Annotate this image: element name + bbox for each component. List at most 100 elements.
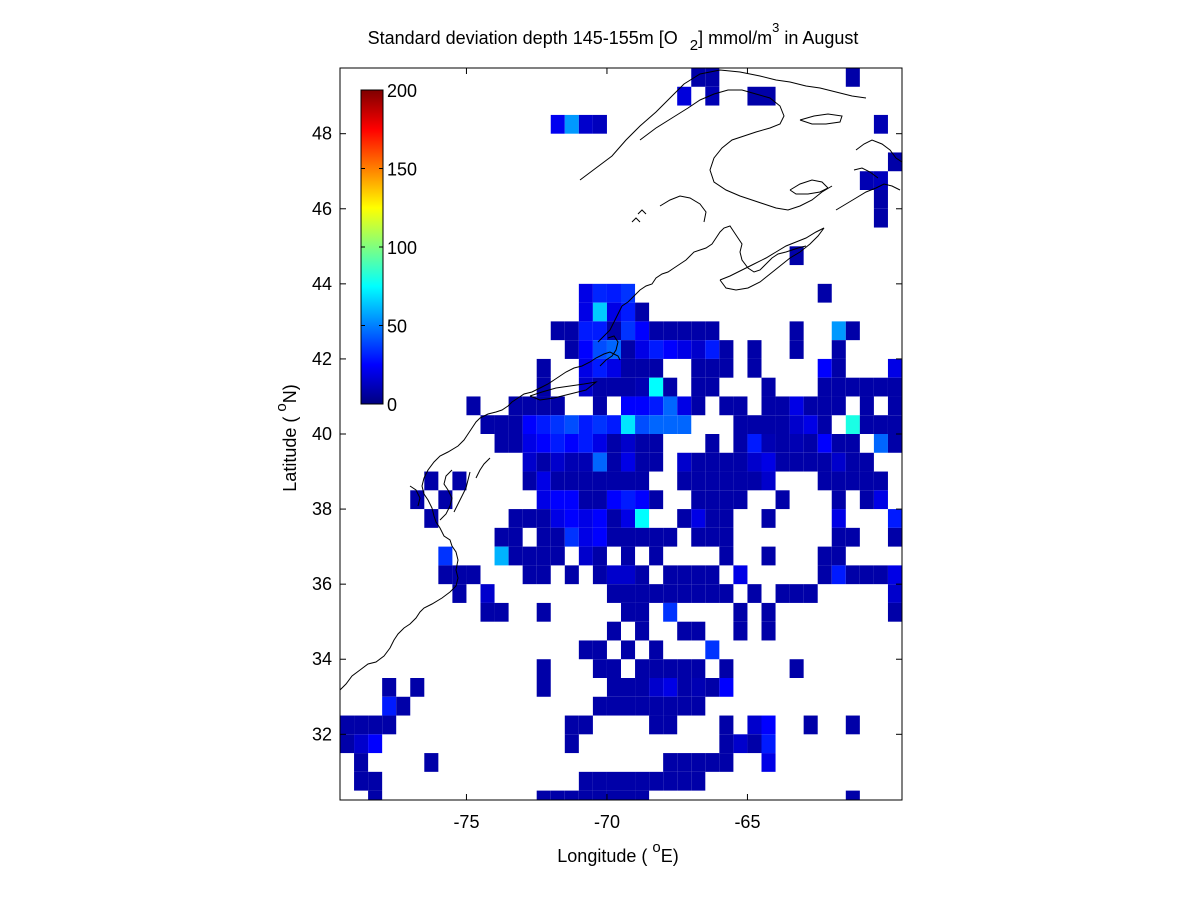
heatmap-cell <box>550 321 565 341</box>
heatmap-cell <box>845 321 860 341</box>
heatmap-cell <box>564 715 579 735</box>
heatmap-cell <box>691 527 706 547</box>
heatmap-cell <box>845 527 860 547</box>
coastline <box>339 69 903 691</box>
heatmap-cell <box>775 490 790 510</box>
heatmap-cell <box>635 415 650 434</box>
heatmap-cell <box>564 790 579 800</box>
heatmap-cell <box>578 771 593 791</box>
heatmap-cell <box>719 584 734 603</box>
heatmap-cell <box>845 434 860 453</box>
heatmap-cell <box>803 396 818 416</box>
heatmap-cell <box>508 434 523 453</box>
heatmap-cell <box>550 546 565 566</box>
heatmap-cell <box>466 396 481 416</box>
heatmap-cell <box>621 302 636 322</box>
heatmap-cell <box>845 790 860 800</box>
heatmap-cell <box>354 771 369 791</box>
heatmap-cell <box>564 415 579 434</box>
heatmap-cell <box>887 527 902 547</box>
heatmap-cell <box>635 771 650 791</box>
heatmap-cell <box>761 602 776 622</box>
heatmap-cell <box>635 659 650 678</box>
heatmap-cell <box>845 471 860 491</box>
heatmap-cell <box>887 396 902 416</box>
x-tick-label: -65 <box>734 812 760 832</box>
heatmap-cell <box>564 734 579 754</box>
x-axis-label: Longitude ( oE) <box>557 839 678 866</box>
heatmap-cell <box>803 452 818 472</box>
heatmap-cell <box>747 340 762 359</box>
heatmap-cell <box>705 678 720 697</box>
heatmap-cell <box>606 659 621 678</box>
heatmap-cell <box>536 602 551 622</box>
heatmap-cell <box>817 283 832 303</box>
heatmap-cell <box>606 452 621 472</box>
heatmap-cell <box>789 452 804 472</box>
ylabel-superscript: o <box>273 403 290 411</box>
heatmap-cell <box>606 434 621 453</box>
heatmap-cell <box>789 321 804 341</box>
heatmap-cell <box>606 358 621 378</box>
heatmap-cell <box>831 377 846 397</box>
heatmap-cell <box>677 340 692 359</box>
heatmap-cell <box>705 452 720 472</box>
heatmap-cell <box>817 358 832 378</box>
heatmap-cell <box>368 790 383 800</box>
heatmap-cell <box>873 490 888 510</box>
heatmap-cell <box>564 565 579 585</box>
heatmap-cell <box>761 546 776 566</box>
heatmap-cell <box>578 471 593 491</box>
heatmap-cell <box>677 396 692 416</box>
heatmap-cell <box>705 377 720 397</box>
heatmap-cell <box>733 471 748 491</box>
heatmap-cell <box>761 396 776 416</box>
heatmap-cell <box>691 753 706 772</box>
heatmap-cell <box>803 434 818 453</box>
heatmap-cell <box>747 471 762 491</box>
heatmap-cell <box>621 546 636 566</box>
heatmap-cell <box>606 490 621 510</box>
heatmap-cell <box>761 415 776 434</box>
heatmap-cell <box>522 452 537 472</box>
heatmap-cell <box>592 546 607 566</box>
heatmap-cell <box>564 527 579 547</box>
heatmap-cell <box>845 452 860 472</box>
heatmap-cell <box>635 434 650 453</box>
heatmap-cell <box>621 283 636 303</box>
heatmap-cell <box>873 190 888 209</box>
heatmap-cell <box>368 771 383 791</box>
heatmap-cell <box>677 696 692 716</box>
heatmap-cell <box>635 790 650 800</box>
xlabel-superscript: o <box>652 839 660 856</box>
heatmap-cell <box>663 715 678 735</box>
heatmap-cell <box>691 565 706 585</box>
heatmap-cell <box>887 565 902 585</box>
heatmap-cell <box>635 602 650 622</box>
heatmap-cell <box>887 602 902 622</box>
heatmap-cell <box>873 114 888 134</box>
heatmap-cell <box>789 659 804 678</box>
heatmap-cell <box>522 415 537 434</box>
heatmap-cell <box>564 340 579 359</box>
heatmap-cell <box>719 753 734 772</box>
heatmap-cell <box>761 734 776 754</box>
heatmap-cell <box>663 527 678 547</box>
heatmap-cell <box>859 490 874 510</box>
heatmap-cell <box>845 377 860 397</box>
heatmap-cell <box>845 715 860 735</box>
heatmap-cell <box>775 452 790 472</box>
heatmap-cell <box>859 415 874 434</box>
heatmap-cell <box>621 358 636 378</box>
heatmap-cell <box>719 546 734 566</box>
heatmap-cell <box>831 471 846 491</box>
y-tick-label: 46 <box>312 199 332 219</box>
heatmap-cell <box>677 452 692 472</box>
colorbar-tick-label: 0 <box>387 395 397 415</box>
heatmap-cell <box>705 584 720 603</box>
heatmap-cell <box>536 415 551 434</box>
heatmap-cell <box>536 377 551 397</box>
heatmap-cell <box>887 584 902 603</box>
heatmap-cell <box>677 565 692 585</box>
heatmap-cell <box>733 734 748 754</box>
